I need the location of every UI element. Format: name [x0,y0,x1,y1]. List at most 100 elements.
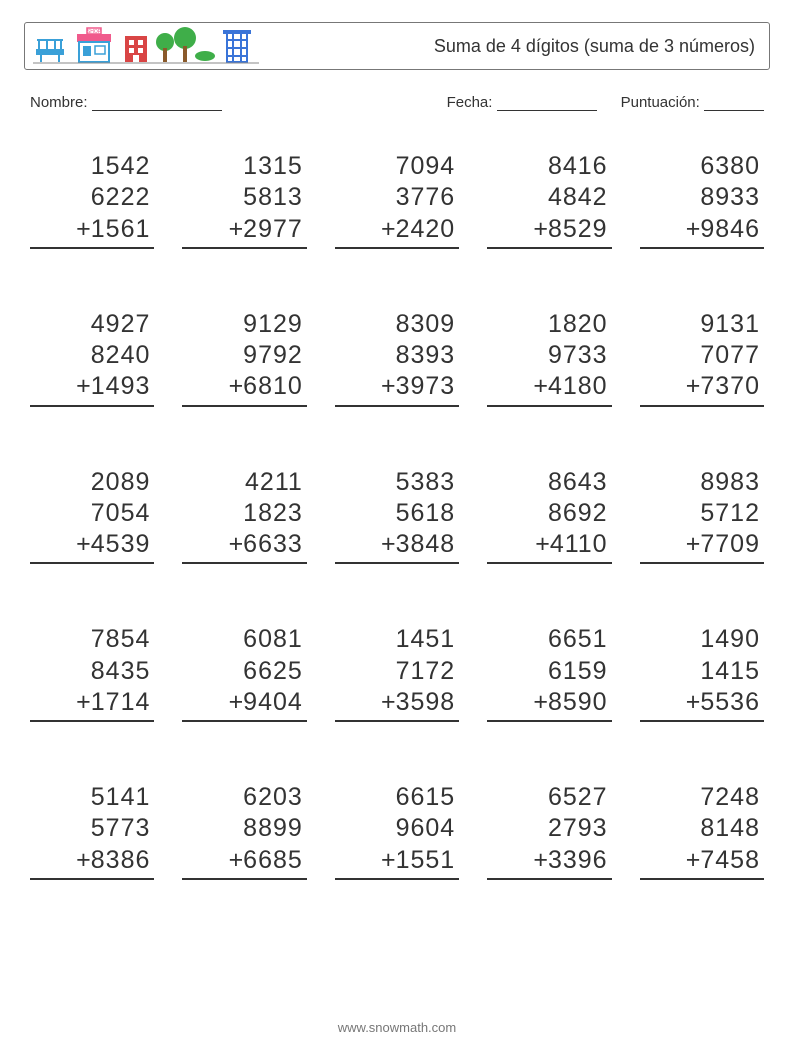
addend-3: +8529 [487,214,611,249]
addend-2: 6159 [487,656,611,687]
addend-3: +1561 [30,214,154,249]
plus-sign: + [533,215,548,243]
addend-3: +2977 [182,214,306,249]
addend-2: 4842 [487,182,611,213]
addend-1: 6081 [182,624,306,655]
addition-problem: 63808933+9846 [640,151,764,249]
plus-sign: + [229,215,244,243]
addend-1: 6203 [182,782,306,813]
addend-2: 7054 [30,498,154,529]
addend-1: 5141 [30,782,154,813]
addend-3: +1551 [335,845,459,880]
addend-2: 8692 [487,498,611,529]
addend-2: 3776 [335,182,459,213]
addend-3: +6633 [182,529,306,564]
addend-3: +9404 [182,687,306,722]
addend-2: 8899 [182,813,306,844]
name-blank[interactable] [92,96,222,111]
plus-sign: + [686,846,701,874]
score-label: Puntuación: [621,94,700,111]
score-blank[interactable] [704,96,764,111]
addition-problem: 70943776+2420 [335,151,459,249]
addend-1: 4927 [30,309,154,340]
plus-sign: + [686,372,701,400]
plus-sign: + [229,846,244,874]
addend-3: +6685 [182,845,306,880]
addend-1: 7094 [335,151,459,182]
footer: www.snowmath.com [0,1020,794,1035]
addend-3: +4110 [487,529,611,564]
addition-problem: 78548435+1714 [30,624,154,722]
addend-3: +2420 [335,214,459,249]
addend-3: +3848 [335,529,459,564]
problems-grid: 15426222+1561 13155813+2977 70943776+2420 8… [30,151,764,880]
plus-sign: + [76,530,91,558]
addition-problem: 65272793+3396 [487,782,611,880]
addition-problem: 89835712+7709 [640,467,764,565]
plus-sign: + [686,530,701,558]
addend-1: 8643 [487,467,611,498]
plus-sign: + [686,215,701,243]
addition-problem: 20897054+4539 [30,467,154,565]
addend-1: 6527 [487,782,611,813]
addend-1: 4211 [182,467,306,498]
plus-sign: + [535,530,550,558]
plus-sign: + [381,846,396,874]
addition-problem: 49278240+1493 [30,309,154,407]
plus-sign: + [76,215,91,243]
addition-problem: 14901415+5536 [640,624,764,722]
addend-3: +7709 [640,529,764,564]
addend-2: 6625 [182,656,306,687]
addition-problem: 62038899+6685 [182,782,306,880]
plus-sign: + [381,530,396,558]
meta-line: Nombre: Fecha: Puntuación: [30,94,764,111]
addend-3: +5536 [640,687,764,722]
date-blank[interactable] [497,96,597,111]
addend-1: 1542 [30,151,154,182]
addend-3: +8386 [30,845,154,880]
plus-sign: + [533,846,548,874]
addend-1: 6651 [487,624,611,655]
date-label: Fecha: [447,94,493,111]
addition-problem: 72488148+7458 [640,782,764,880]
addend-2: 8240 [30,340,154,371]
addend-2: 1823 [182,498,306,529]
addend-3: +1714 [30,687,154,722]
addend-2: 7077 [640,340,764,371]
addend-3: +3598 [335,687,459,722]
addend-1: 6380 [640,151,764,182]
addend-1: 9129 [182,309,306,340]
addend-1: 8309 [335,309,459,340]
plus-sign: + [76,846,91,874]
addition-problem: 60816625+9404 [182,624,306,722]
addition-problem: 84164842+8529 [487,151,611,249]
name-label: Nombre: [30,94,88,111]
addend-1: 1315 [182,151,306,182]
addend-3: +3973 [335,371,459,406]
addition-problem: 14517172+3598 [335,624,459,722]
addition-problem: 66516159+8590 [487,624,611,722]
plus-sign: + [381,215,396,243]
worksheet-page: SHOP [0,0,794,1053]
addend-2: 7172 [335,656,459,687]
plus-sign: + [686,688,701,716]
addend-2: 5813 [182,182,306,213]
addition-problem: 15426222+1561 [30,151,154,249]
addend-1: 1451 [335,624,459,655]
plus-sign: + [381,688,396,716]
addend-3: +7370 [640,371,764,406]
plus-sign: + [229,688,244,716]
name-field: Nombre: [30,94,222,111]
addition-problem: 13155813+2977 [182,151,306,249]
addition-problem: 53835618+3848 [335,467,459,565]
addition-problem: 83098393+3973 [335,309,459,407]
addend-2: 9733 [487,340,611,371]
buildings-icon: SHOP [33,26,263,66]
addition-problem: 42111823+6633 [182,467,306,565]
addition-problem: 91299792+6810 [182,309,306,407]
addition-problem: 66159604+1551 [335,782,459,880]
plus-sign: + [229,530,244,558]
addend-1: 6615 [335,782,459,813]
addend-2: 8148 [640,813,764,844]
addend-3: +9846 [640,214,764,249]
